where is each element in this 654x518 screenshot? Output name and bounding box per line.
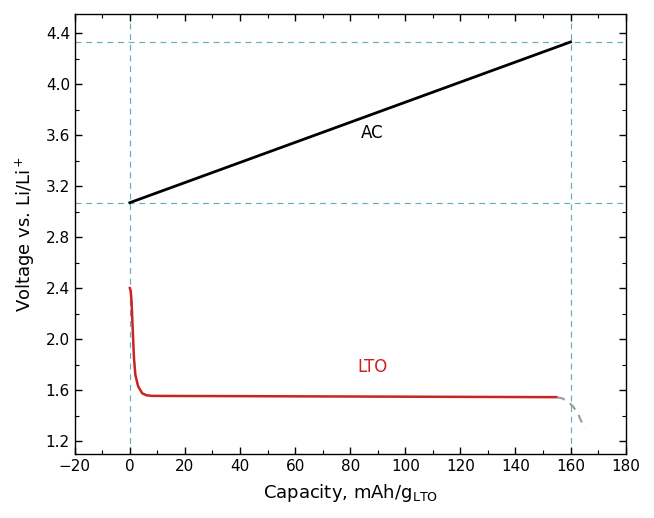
X-axis label: Capacity, mAh/g$_{\mathregular{LTO}}$: Capacity, mAh/g$_{\mathregular{LTO}}$ (263, 482, 438, 504)
Text: AC: AC (361, 123, 383, 141)
Y-axis label: Voltage vs. Li/Li$^+$: Voltage vs. Li/Li$^+$ (14, 156, 37, 312)
Text: LTO: LTO (357, 358, 387, 376)
